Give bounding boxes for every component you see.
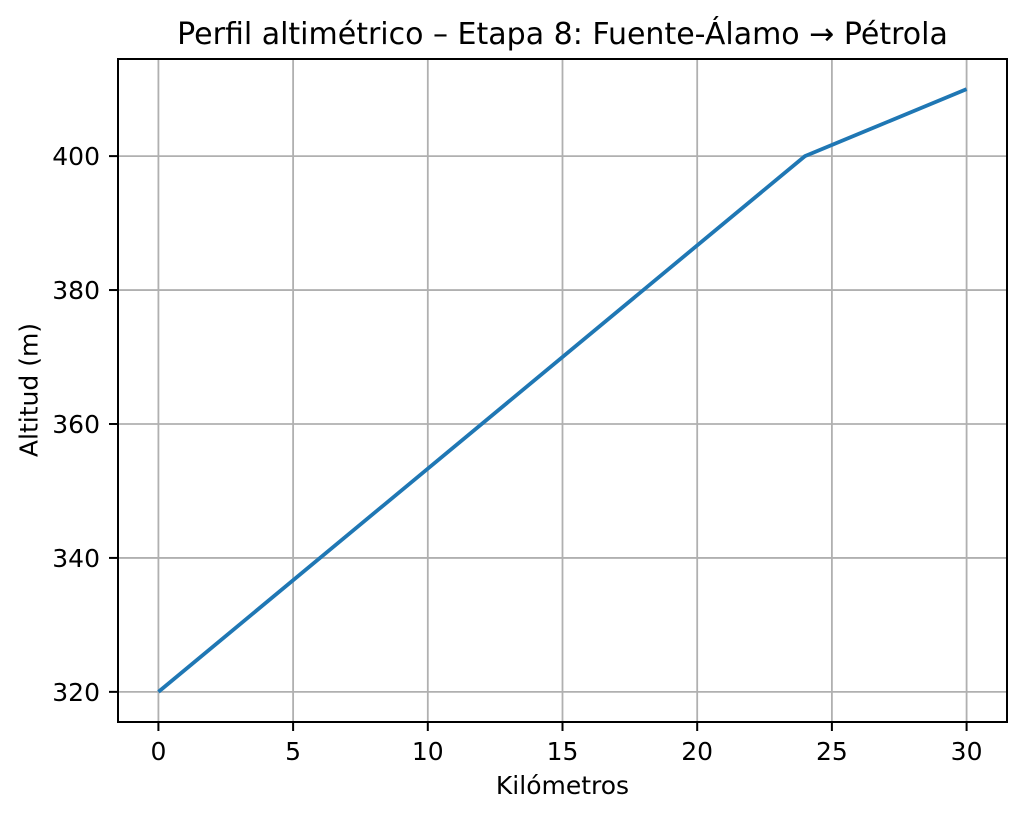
x-axis-label: Kilómetros — [495, 771, 630, 800]
y-tick-label: 320 — [52, 678, 100, 707]
x-tick-label: 30 — [951, 737, 983, 766]
y-tick-label: 400 — [52, 142, 100, 171]
x-tick-label: 10 — [412, 737, 444, 766]
x-tick-label: 20 — [681, 737, 713, 766]
y-tick-label: 380 — [52, 276, 100, 305]
x-tick-label: 15 — [547, 737, 579, 766]
chart-title: Perfil altimétrico – Etapa 8: Fuente-Ála… — [177, 17, 948, 52]
x-tick-label: 5 — [285, 737, 301, 766]
y-tick-label: 340 — [52, 544, 100, 573]
y-tick-label: 360 — [52, 410, 100, 439]
x-tick-label: 25 — [816, 737, 848, 766]
x-tick-label: 0 — [150, 737, 166, 766]
data-line-perfil-etapa-8 — [157, 87, 968, 694]
